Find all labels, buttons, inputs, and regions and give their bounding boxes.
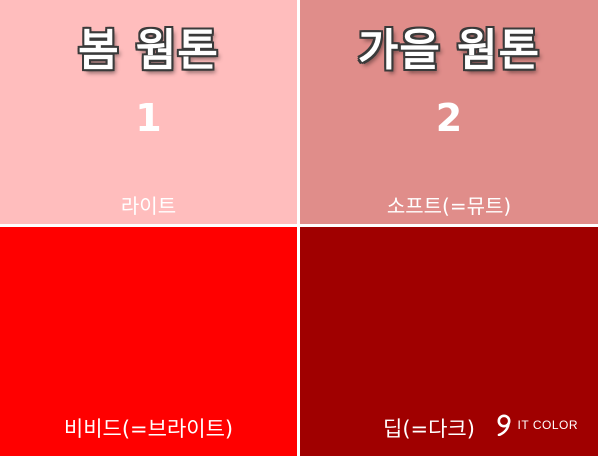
panel-number-2: 2	[435, 96, 463, 140]
logo-text: IT COLOR	[517, 418, 578, 432]
tone-label-deep: 딥(=다크)	[383, 417, 475, 441]
panel-deep: 딥(=다크) IT COLOR	[300, 227, 598, 456]
tone-label-vivid: 비비드(=브라이트)	[63, 417, 234, 441]
brand-logo: IT COLOR	[496, 414, 578, 436]
panel-soft: 가을 웜톤 2 소프트(=뮤트)	[300, 0, 598, 224]
season-title-autumn: 가을 웜톤	[357, 25, 541, 76]
panel-number-1: 1	[135, 96, 162, 140]
tone-label-light: 라이트	[120, 194, 177, 218]
panel-light: 봄 웜톤 1 라이트	[0, 0, 297, 224]
tone-label-soft: 소프트(=뮤트)	[386, 194, 512, 218]
panel-vivid: 비비드(=브라이트)	[0, 227, 297, 456]
season-title-spring: 봄 웜톤	[78, 25, 219, 76]
itcolor-logo-icon	[497, 414, 511, 436]
